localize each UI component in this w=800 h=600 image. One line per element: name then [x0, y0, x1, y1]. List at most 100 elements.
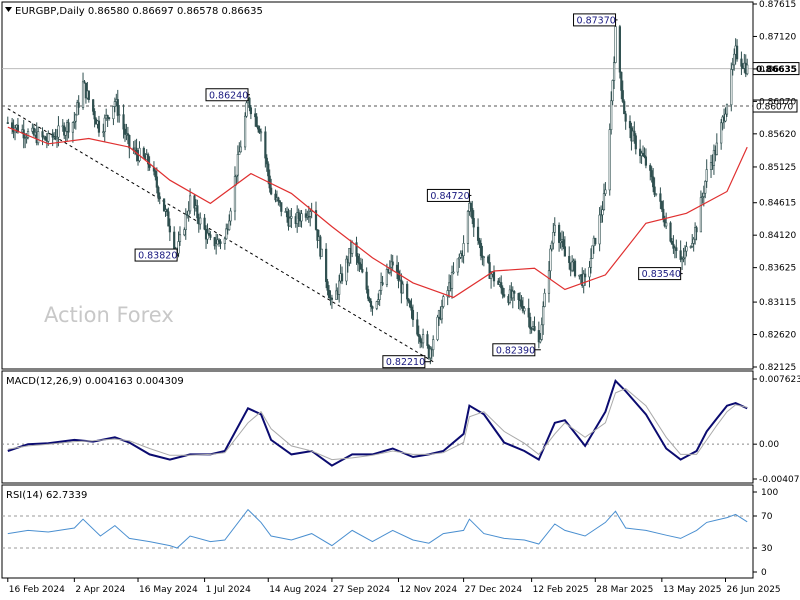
price-y-tick-label: 0.84120 — [759, 231, 796, 241]
candle-body — [421, 334, 425, 344]
candle-body — [203, 217, 206, 230]
candle-body — [223, 238, 226, 244]
candle-body — [694, 227, 697, 240]
candle-body — [527, 307, 530, 318]
candle-body — [84, 82, 88, 99]
x-tick-label: 14 Aug 2024 — [269, 585, 327, 595]
price-y-tick-label: 0.83115 — [759, 298, 796, 308]
dropdown-triangle-icon[interactable] — [5, 7, 12, 12]
candle-body — [215, 243, 218, 247]
candle-body — [199, 217, 202, 225]
rsi-y-tick-label: 70 — [761, 512, 773, 522]
x-tick-label: 26 Jun 2025 — [727, 585, 781, 595]
x-tick-label: 2 Apr 2024 — [75, 585, 125, 595]
candle-body — [599, 214, 603, 217]
candle-body — [641, 152, 645, 156]
candle-body — [669, 222, 672, 242]
candle-body — [71, 122, 75, 133]
candle-body — [501, 287, 504, 295]
candle-body — [720, 122, 723, 144]
candle-body — [452, 271, 455, 274]
candle-body — [479, 243, 483, 257]
candle-body — [458, 257, 461, 260]
price-levels: 0.86070 0.86635 — [2, 62, 800, 113]
candle-body — [643, 155, 646, 158]
macd-y-axis: 0.007623 0.00 -0.004073 — [753, 375, 800, 485]
candle-body — [482, 256, 485, 259]
candle-body — [361, 268, 364, 273]
candle-body — [319, 236, 322, 257]
candle-body — [213, 237, 216, 247]
candle-body — [359, 263, 362, 270]
candle-body — [187, 210, 190, 216]
candle-body — [300, 213, 303, 222]
candle-body — [155, 176, 158, 188]
candle-body — [26, 131, 30, 138]
candle-body — [679, 250, 682, 260]
candle-body — [746, 64, 749, 75]
candle-body — [106, 115, 109, 118]
candle-body — [675, 247, 678, 252]
candle-body — [225, 228, 228, 240]
candle-body — [558, 224, 561, 243]
candles — [6, 18, 749, 365]
candle-body — [11, 122, 14, 130]
candle-body — [259, 131, 263, 134]
candle-body — [562, 239, 565, 248]
candle-body — [314, 210, 318, 230]
candle-body — [395, 264, 399, 272]
candle-body — [377, 299, 380, 302]
candle-body — [543, 292, 546, 307]
candle-body — [660, 201, 663, 210]
candle-body — [733, 53, 736, 66]
candle-body — [611, 80, 614, 102]
candle-body — [206, 232, 209, 240]
x-tick-label: 27 Dec 2024 — [465, 585, 523, 595]
candle-body — [326, 281, 329, 291]
candle-body — [309, 211, 312, 217]
candle-body — [672, 243, 675, 249]
x-tick-label: 12 Nov 2024 — [399, 585, 457, 595]
candle-body — [462, 243, 465, 257]
annotation-label: 0.82390 — [496, 345, 535, 356]
candle-body — [126, 133, 129, 136]
candle-body — [184, 214, 187, 230]
candle-body — [157, 187, 160, 197]
candle-body — [219, 241, 222, 244]
rsi-lines — [2, 508, 753, 549]
annotations: 0.86240 0.83820 0.82210 0.84720 0.82390 0.873… — [134, 13, 683, 369]
candle-body — [209, 234, 212, 238]
candle-body — [165, 209, 169, 213]
candle-body — [16, 124, 20, 133]
candle-body — [466, 211, 470, 244]
macd-y-tick-label: -0.004073 — [759, 475, 800, 485]
candle-body — [64, 131, 67, 136]
candle-body — [93, 111, 96, 120]
candle-body — [142, 147, 145, 157]
annotation-label: 0.83540 — [642, 269, 681, 280]
candle-body — [304, 213, 307, 218]
candle-body — [158, 196, 161, 200]
candle-body — [702, 192, 705, 197]
candle-body — [391, 261, 394, 266]
candle-body — [378, 290, 381, 300]
candle-body — [410, 306, 413, 311]
candle-body — [236, 154, 239, 176]
candle-body — [118, 114, 121, 116]
moving-average-line — [7, 126, 748, 299]
price-y-tick-label: 0.83625 — [759, 264, 796, 274]
candle-body — [620, 71, 623, 91]
candle-body — [518, 299, 522, 302]
candle-body — [549, 248, 552, 272]
candle-body — [365, 271, 368, 290]
candle-body — [701, 196, 704, 198]
candle-body — [650, 170, 653, 178]
rsi-line — [7, 508, 748, 549]
candle-body — [472, 218, 475, 228]
candle-body — [712, 149, 716, 166]
candle-body — [348, 248, 351, 264]
candle-body — [47, 133, 50, 142]
candle-body — [123, 128, 127, 135]
x-tick-label: 16 Feb 2024 — [9, 585, 65, 595]
candle-body — [652, 176, 655, 188]
